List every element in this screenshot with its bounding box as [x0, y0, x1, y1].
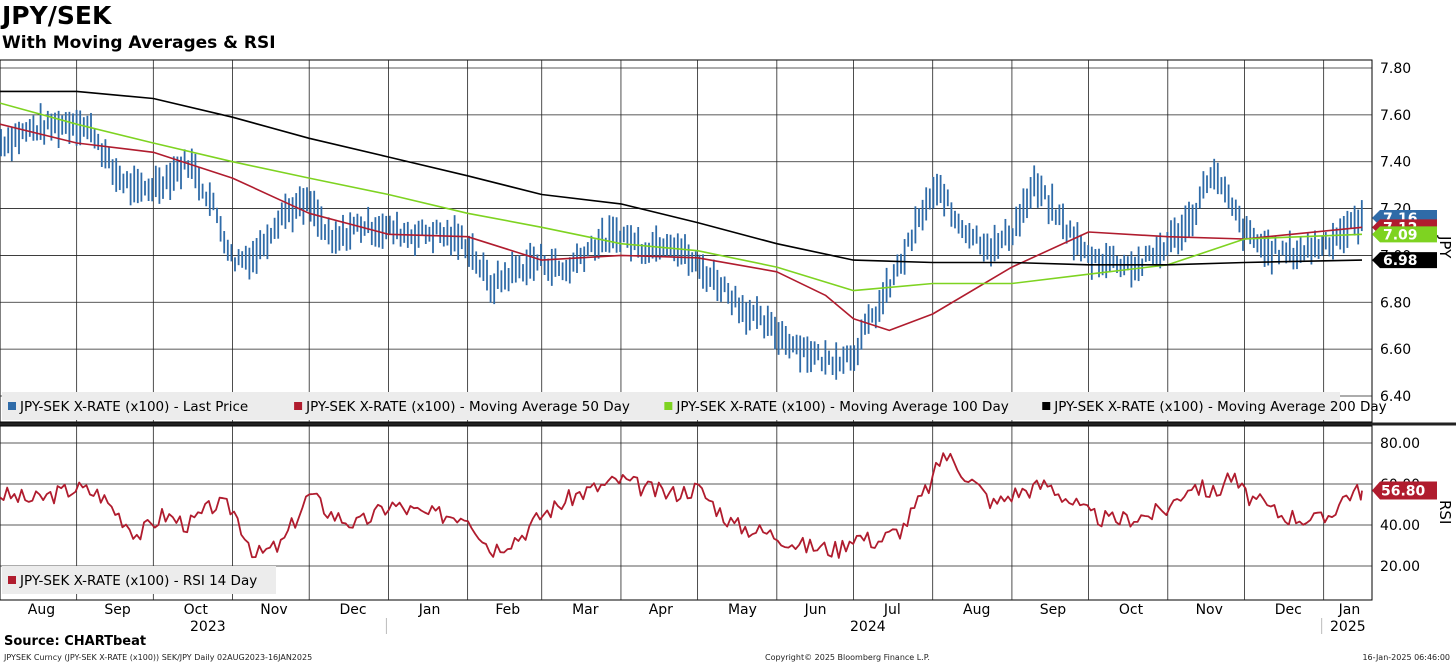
- x-tick-label: Jan: [418, 602, 441, 618]
- legend-swatch: [664, 402, 673, 410]
- value-label-box: [1372, 252, 1437, 269]
- y-tick-label: 6.40: [1380, 389, 1411, 405]
- y-tick-label: 6.80: [1380, 295, 1411, 311]
- x-tick-label: Aug: [963, 602, 990, 618]
- x-tick-label: Oct: [184, 602, 209, 618]
- ma200-line: [0, 90, 1363, 266]
- rsi-line: [0, 452, 1363, 559]
- x-tick-label: Aug: [28, 602, 55, 618]
- rsi-tick-label: 40.00: [1380, 518, 1420, 534]
- value-label-box: [1372, 481, 1437, 500]
- footer-copyright: Copyright© 2025 Bloomberg Finance L.P.: [765, 653, 930, 662]
- x-tick-label: Nov: [1196, 602, 1223, 618]
- ma200-last-label: 6.98: [1372, 252, 1437, 269]
- value-label-text: 56.80: [1381, 484, 1426, 500]
- chart-subtitle: With Moving Averages & RSI: [2, 33, 276, 53]
- legend-swatch: [294, 402, 303, 410]
- rsi-axis-label: RSI: [1436, 500, 1454, 524]
- x-tick-label: Dec: [1275, 602, 1302, 618]
- rsi-last-label: 56.80: [1372, 481, 1437, 500]
- x-tick-label: Apr: [649, 602, 673, 618]
- legend-swatch: [8, 402, 16, 410]
- ma50-line: [0, 123, 1363, 332]
- y-tick-label: 7.60: [1380, 108, 1411, 124]
- x-tick-label: May: [728, 602, 757, 618]
- ma100-last-label: 7.09: [1372, 226, 1437, 243]
- legend-swatch: [1042, 402, 1051, 410]
- y-axis-label: JPY: [1436, 235, 1454, 259]
- year-label: 2024: [850, 619, 886, 635]
- legend-entry: JPY-SEK X-RATE (x100) - Moving Average 5…: [305, 399, 630, 415]
- y-tick-label: 7.80: [1380, 61, 1411, 77]
- legend-entry: JPY-SEK X-RATE (x100) - RSI 14 Day: [19, 573, 257, 589]
- x-tick-label: Jul: [883, 602, 901, 618]
- legend-entry: JPY-SEK X-RATE (x100) - Moving Average 1…: [675, 399, 1008, 415]
- legend-entry: JPY-SEK X-RATE (x100) - Last Price: [19, 399, 248, 415]
- x-tick-label: Feb: [495, 602, 520, 618]
- y-tick-label: 6.60: [1380, 342, 1411, 358]
- source-note: Source: CHARTbeat: [4, 634, 147, 649]
- rsi-tick-label: 20.00: [1380, 559, 1420, 575]
- x-tick-label: Oct: [1119, 602, 1144, 618]
- x-tick-label: Mar: [572, 602, 599, 618]
- value-label-text: 7.09: [1383, 227, 1418, 243]
- x-tick-label: Sep: [104, 602, 131, 618]
- rsi-legend: JPY-SEK X-RATE (x100) - RSI 14 Day: [2, 566, 276, 594]
- year-label: 2025: [1330, 619, 1366, 635]
- rsi-tick-label: 80.00: [1380, 436, 1420, 452]
- value-label-text: 6.98: [1383, 253, 1418, 269]
- legend-swatch: [8, 576, 16, 584]
- footer-timestamp: 16-Jan-2025 06:46:00: [1362, 653, 1450, 662]
- value-label-box: [1372, 226, 1437, 243]
- year-label: 2023: [190, 619, 226, 635]
- x-tick-label: Dec: [340, 602, 367, 618]
- y-tick-label: 7.40: [1380, 155, 1411, 171]
- price-panel-frame: [0, 59, 1373, 423]
- x-tick-label: Sep: [1040, 602, 1067, 618]
- ma100-line: [0, 102, 1363, 292]
- price-legend: JPY-SEK X-RATE (x100) - Last Price JPY-SE…: [2, 392, 1387, 420]
- chart-title: JPY/SEK: [2, 1, 112, 30]
- price-bars-group: [0, 103, 1363, 380]
- x-tick-label: Nov: [260, 602, 287, 618]
- footer-ticker: JPYSEK Curncy (JPY-SEK X-RATE (x100)) SE…: [4, 653, 313, 662]
- x-tick-label: Jun: [804, 602, 827, 618]
- legend-entry: JPY-SEK X-RATE (x100) - Moving Average 2…: [1053, 399, 1386, 415]
- legend-background: [2, 566, 276, 594]
- x-tick-label: Jan: [1338, 602, 1361, 618]
